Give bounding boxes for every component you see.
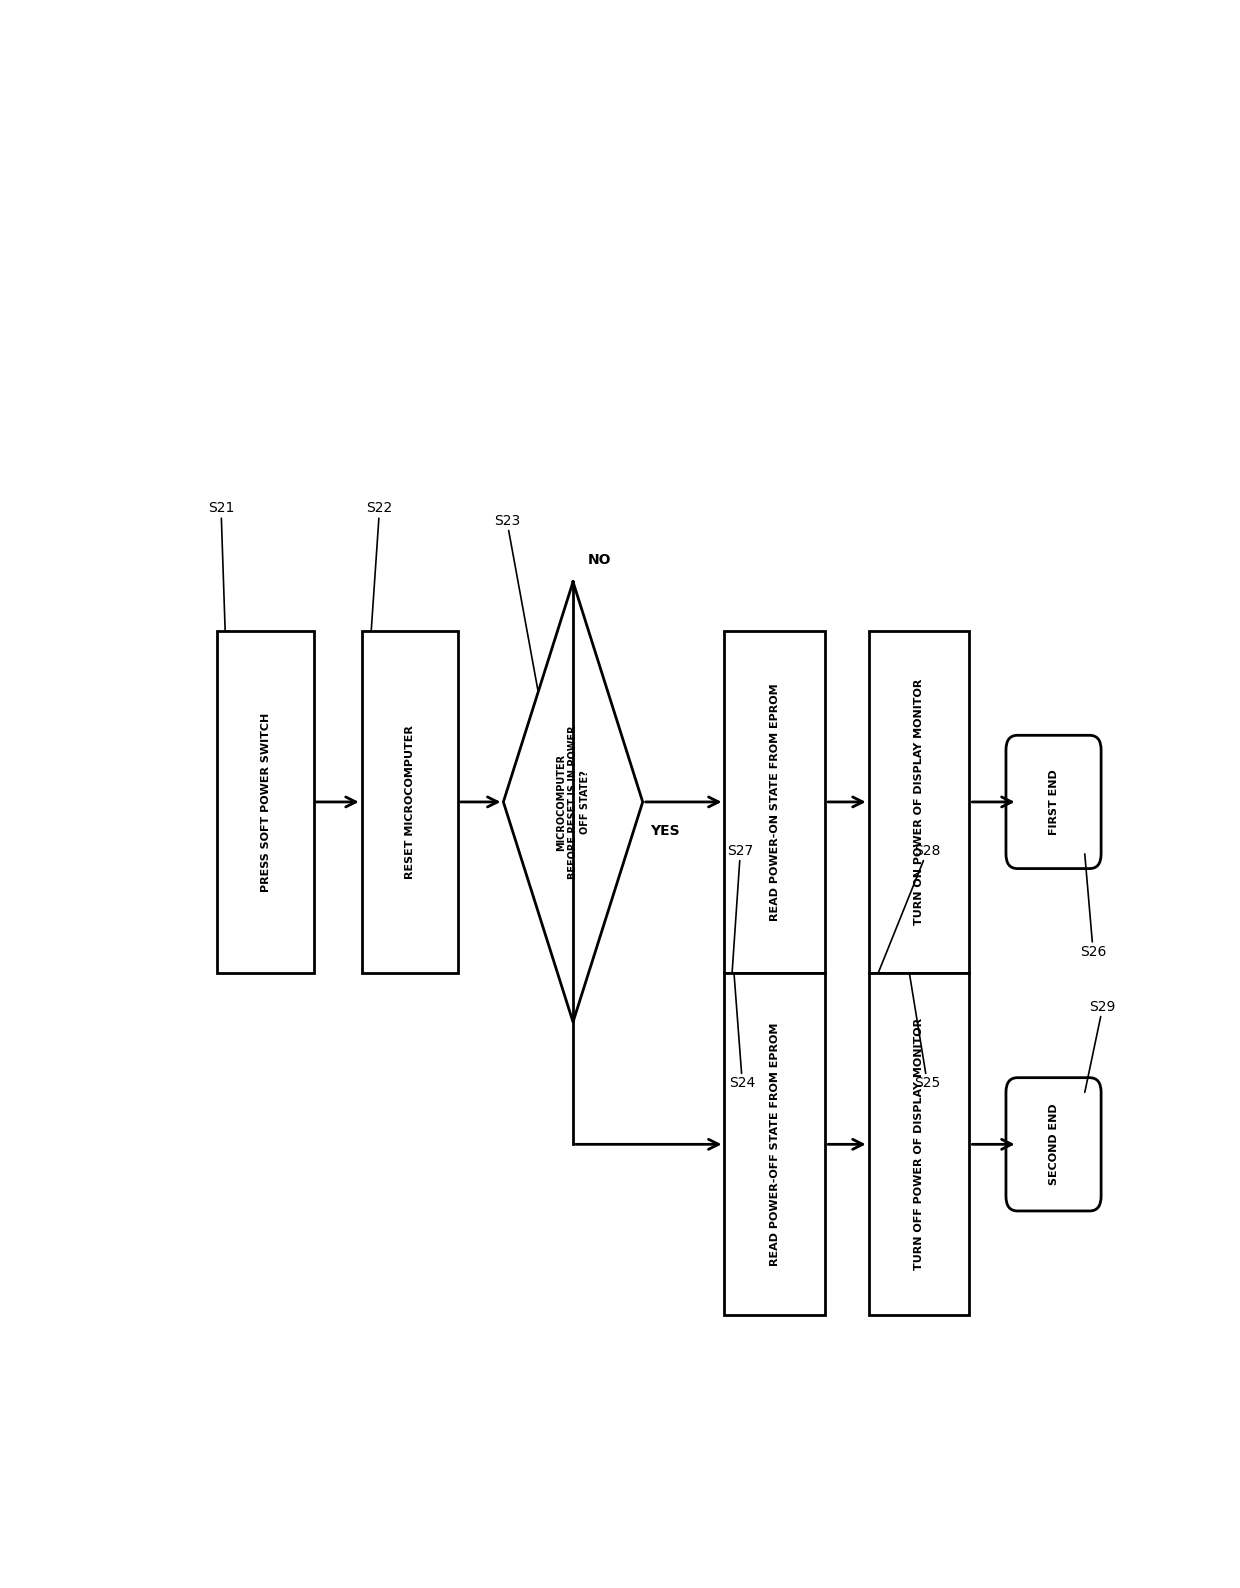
FancyBboxPatch shape (1006, 735, 1101, 869)
Bar (217, 630, 314, 973)
Text: S21: S21 (208, 502, 234, 630)
Text: TURN OFF POWER OF DISPLAY MONITOR: TURN OFF POWER OF DISPLAY MONITOR (914, 1018, 924, 1270)
Bar (724, 630, 826, 973)
Text: YES: YES (651, 824, 680, 838)
Text: RESET MICROCOMPUTER: RESET MICROCOMPUTER (404, 726, 414, 878)
Text: NO: NO (588, 553, 611, 567)
Text: READ POWER-ON STATE FROM EPROM: READ POWER-ON STATE FROM EPROM (770, 683, 780, 921)
Bar (868, 973, 970, 1315)
Text: S22: S22 (367, 502, 393, 630)
Text: S29: S29 (1085, 1000, 1116, 1093)
Text: S24: S24 (729, 973, 755, 1091)
Text: S23: S23 (494, 513, 538, 692)
Text: S28: S28 (878, 843, 941, 973)
Text: FIRST END: FIRST END (1049, 769, 1059, 835)
FancyBboxPatch shape (1006, 1078, 1101, 1212)
Bar (868, 630, 970, 973)
Polygon shape (503, 581, 642, 1023)
Text: TURN ON POWER OF DISPLAY MONITOR: TURN ON POWER OF DISPLAY MONITOR (914, 678, 924, 926)
Text: READ POWER-OFF STATE FROM EPROM: READ POWER-OFF STATE FROM EPROM (770, 1023, 780, 1266)
Bar (724, 973, 826, 1315)
Bar (362, 630, 458, 973)
Text: SECOND END: SECOND END (1049, 1104, 1059, 1185)
Text: PRESS SOFT POWER SWITCH: PRESS SOFT POWER SWITCH (260, 713, 270, 891)
Text: S26: S26 (1080, 854, 1106, 959)
Text: S27: S27 (728, 843, 754, 973)
Text: S25: S25 (909, 973, 940, 1091)
Text: MICROCOMPUTER
BEFORE RESET IS IN POWER
OFF STATE?: MICROCOMPUTER BEFORE RESET IS IN POWER O… (556, 726, 590, 878)
